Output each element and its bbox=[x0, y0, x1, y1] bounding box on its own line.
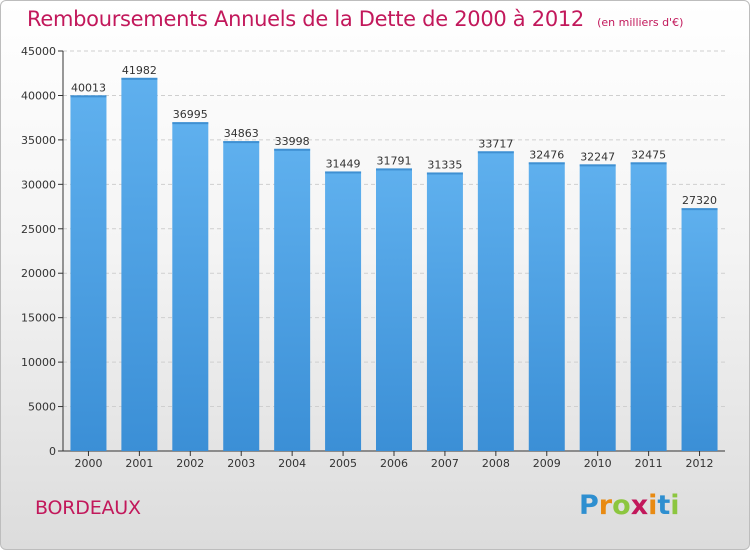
logo-letter: o bbox=[612, 490, 631, 521]
x-tick-label: 2012 bbox=[686, 457, 714, 470]
y-tick-label: 25000 bbox=[21, 223, 56, 236]
data-label: 32247 bbox=[580, 150, 615, 163]
chart-subtitle: (en milliers d'€) bbox=[597, 16, 684, 29]
logo-letter: i bbox=[670, 490, 680, 521]
data-label: 31449 bbox=[326, 157, 361, 170]
x-tick-label: 2004 bbox=[278, 457, 306, 470]
x-tick-label: 2010 bbox=[584, 457, 612, 470]
proxiti-logo: Proxiti bbox=[579, 490, 680, 521]
x-tick-label: 2005 bbox=[329, 457, 357, 470]
bar-top-edge bbox=[121, 77, 158, 80]
city-name: BORDEAUX bbox=[35, 497, 141, 519]
y-tick-label: 35000 bbox=[21, 134, 56, 147]
bar-top-edge bbox=[579, 164, 616, 167]
bar bbox=[274, 148, 311, 451]
x-tick-label: 2006 bbox=[380, 457, 408, 470]
x-tick-label: 2008 bbox=[482, 457, 510, 470]
y-tick-label: 45000 bbox=[21, 45, 56, 58]
logo-letter: P bbox=[579, 490, 599, 521]
logo-letter: x bbox=[630, 490, 649, 521]
x-tick-label: 2000 bbox=[74, 457, 102, 470]
data-label: 40013 bbox=[71, 81, 106, 94]
bar bbox=[376, 168, 412, 451]
x-tick-label: 2009 bbox=[533, 457, 561, 470]
bar-top-edge bbox=[70, 95, 107, 98]
bar bbox=[681, 208, 718, 451]
bar-top-edge bbox=[681, 208, 718, 211]
logo-letter: i bbox=[648, 490, 658, 521]
bar bbox=[223, 141, 260, 451]
bar bbox=[579, 164, 616, 452]
chart-title: Remboursements Annuels de la Dette de 20… bbox=[27, 7, 584, 31]
title-row: Remboursements Annuels de la Dette de 20… bbox=[27, 7, 683, 31]
y-tick-label: 30000 bbox=[21, 178, 56, 191]
bar-top-edge bbox=[172, 122, 209, 125]
x-tick-label: 2011 bbox=[635, 457, 663, 470]
data-label: 33717 bbox=[478, 137, 513, 150]
data-label: 32476 bbox=[529, 148, 564, 161]
bar bbox=[70, 95, 107, 451]
y-tick-label: 5000 bbox=[28, 401, 56, 414]
bar-top-edge bbox=[426, 172, 463, 175]
y-tick-label: 15000 bbox=[21, 312, 56, 325]
data-label: 41982 bbox=[122, 64, 157, 77]
bar bbox=[630, 162, 667, 452]
bar bbox=[426, 172, 463, 451]
logo-letter: t bbox=[657, 490, 671, 521]
x-tick-label: 2003 bbox=[227, 457, 255, 470]
bar bbox=[172, 122, 209, 452]
data-label: 34863 bbox=[224, 127, 259, 140]
bar-top-edge bbox=[274, 148, 311, 151]
x-tick-label: 2001 bbox=[125, 457, 153, 470]
y-tick-label: 20000 bbox=[21, 267, 56, 280]
bar-top-edge bbox=[477, 151, 514, 154]
x-tick-label: 2007 bbox=[431, 457, 459, 470]
x-tick-label: 2002 bbox=[176, 457, 204, 470]
bar-top-edge bbox=[223, 141, 260, 144]
y-tick-label: 10000 bbox=[21, 356, 56, 369]
data-label: 31335 bbox=[427, 158, 462, 171]
y-tick-label: 0 bbox=[49, 445, 56, 458]
bar-top-edge bbox=[528, 162, 565, 165]
bar bbox=[477, 151, 514, 451]
bar-top-edge bbox=[325, 171, 362, 174]
bar-top-edge bbox=[376, 168, 412, 171]
data-label: 32475 bbox=[631, 148, 666, 161]
bar bbox=[325, 171, 362, 451]
data-label: 36995 bbox=[173, 108, 208, 121]
data-label: 33998 bbox=[275, 135, 310, 148]
bar bbox=[121, 77, 158, 452]
logo-letter: r bbox=[598, 490, 613, 521]
bar-top-edge bbox=[630, 162, 667, 165]
data-label: 31791 bbox=[377, 154, 412, 167]
data-label: 27320 bbox=[682, 194, 717, 207]
bar bbox=[528, 162, 565, 451]
y-tick-label: 40000 bbox=[21, 89, 56, 102]
